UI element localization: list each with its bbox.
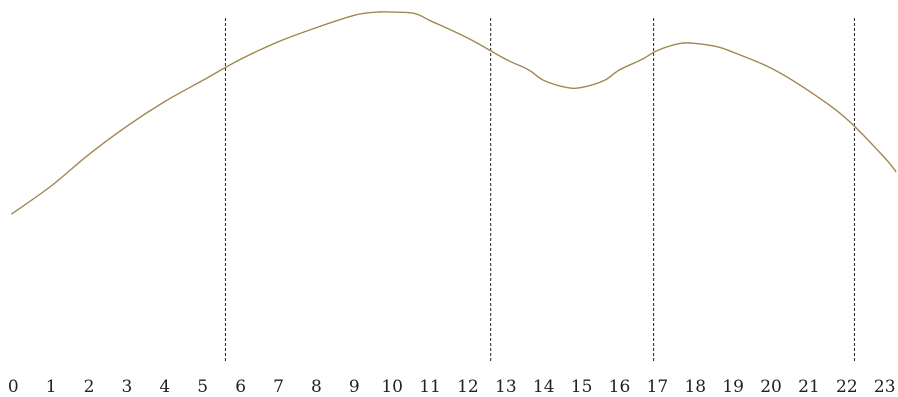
x-tick-label-4: 4 bbox=[159, 377, 170, 397]
x-tick-label-16: 16 bbox=[609, 377, 631, 397]
x-tick-label-14: 14 bbox=[533, 377, 555, 397]
x-tick-label-3: 3 bbox=[122, 377, 133, 397]
x-tick-label-5: 5 bbox=[197, 377, 208, 397]
x-tick-label-19: 19 bbox=[722, 377, 744, 397]
x-tick-label-9: 9 bbox=[349, 377, 360, 397]
x-tick-label-22: 22 bbox=[836, 377, 858, 397]
x-tick-label-8: 8 bbox=[311, 377, 322, 397]
x-tick-label-13: 13 bbox=[495, 377, 517, 397]
x-tick-label-1: 1 bbox=[46, 377, 57, 397]
x-tick-label-6: 6 bbox=[235, 377, 246, 397]
x-tick-label-10: 10 bbox=[381, 377, 403, 397]
x-tick-label-15: 15 bbox=[571, 377, 593, 397]
x-tick-label-0: 0 bbox=[8, 377, 19, 397]
x-tick-label-2: 2 bbox=[84, 377, 95, 397]
x-axis-tick-labels: 0 1 2 3 4 5 6 7 8 9 10 11 12 13 14 15 16 17 18 19 20 21 22 23 bbox=[8, 377, 896, 397]
vertical-marker-lines bbox=[224, 18, 855, 362]
x-tick-label-20: 20 bbox=[760, 377, 782, 397]
x-tick-label-17: 17 bbox=[647, 377, 669, 397]
x-tick-label-12: 12 bbox=[457, 377, 479, 397]
x-tick-label-18: 18 bbox=[684, 377, 706, 397]
x-tick-label-7: 7 bbox=[273, 377, 284, 397]
x-tick-label-23: 23 bbox=[874, 377, 896, 397]
series-line-1 bbox=[10, 11, 897, 215]
x-tick-label-11: 11 bbox=[419, 377, 441, 397]
x-tick-label-21: 21 bbox=[798, 377, 820, 397]
series-group bbox=[10, 11, 897, 215]
